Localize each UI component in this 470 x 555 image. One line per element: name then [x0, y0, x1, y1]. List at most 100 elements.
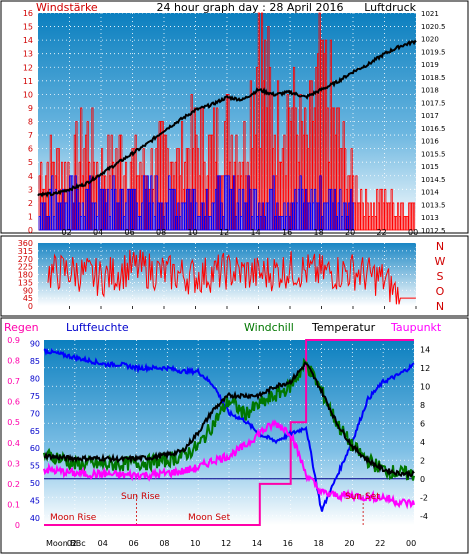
temperature-axis: 14 12 10 8 6 4 2 0 -2 -4	[420, 345, 430, 521]
wind-avg-bar	[294, 188, 297, 231]
pressure-tick-label: 1013.5	[421, 201, 446, 209]
top-x-tick-label: 04	[93, 228, 103, 237]
pressure-tick-label: 1013	[421, 214, 439, 222]
wind-avg-bar	[310, 188, 313, 231]
humidity-tick-label: 55	[30, 462, 40, 471]
compass-label: O	[436, 285, 445, 298]
pressure-tick-label: 1020.5	[421, 23, 446, 31]
wind-avg-bar	[349, 188, 353, 231]
top-x-tick-label: 18	[314, 228, 324, 237]
wind-avg-bar	[272, 175, 275, 231]
temperature-line	[43, 361, 415, 480]
wind-tick-label: 7	[28, 131, 33, 140]
bottom-x-tick-label: 00	[406, 539, 416, 548]
wind-avg-bar	[285, 215, 288, 231]
wind-avg-bar	[42, 202, 45, 231]
wind-avg-bar	[191, 188, 194, 231]
rain-tick-label: 0.1	[7, 500, 20, 509]
wind-avg-bar	[259, 215, 263, 231]
wind-avg-bar	[304, 188, 308, 231]
wind-avg-bar	[173, 188, 176, 231]
wind-tick-label: 3	[28, 185, 33, 194]
rain-tick-label: 0.6	[7, 398, 20, 407]
bottom-x-tick-label: Moon BBc	[46, 539, 86, 548]
wind-tick-label: 16	[23, 9, 33, 18]
wind-tick-label: 14	[23, 36, 33, 45]
rain-label: Regen	[4, 321, 39, 334]
wind-avg-bar	[351, 202, 355, 231]
wind-avg-bar	[308, 202, 311, 231]
wind-avg-bar	[249, 188, 252, 231]
rain-tick-label: 0.3	[7, 459, 20, 468]
bottom-x-tick-label: 06	[129, 539, 139, 548]
wind-avg-bar	[216, 175, 219, 231]
wind-avg-bar	[209, 215, 212, 231]
wind-avg-bar	[312, 202, 315, 231]
wind-avg-bar	[306, 202, 310, 231]
wind-avg-bar	[135, 202, 138, 231]
wind-avg-bar	[211, 202, 214, 231]
wind-avg-bar	[258, 202, 261, 231]
wind-tick-label: 0	[28, 226, 33, 235]
temperature-tick-label: 8	[420, 401, 425, 410]
direction-tick-label: 45	[23, 294, 33, 303]
wind-avg-bar	[342, 202, 346, 231]
wind-avg-bar	[261, 202, 265, 231]
wind-tick-label: 10	[23, 90, 33, 99]
top-x-tick-label: 20	[345, 228, 355, 237]
wind-tick-label: 2	[28, 199, 33, 208]
direction-tick-label: 180	[18, 271, 33, 280]
moon-rise-label: Moon Rise	[50, 513, 97, 523]
humidity-tick-label: 85	[30, 357, 40, 366]
rain-tick-label: 0.8	[7, 357, 20, 366]
top-x-tick-label: 06	[125, 228, 135, 237]
humidity-axis: 90 85 80 75 70 65 60 55 50 45 40	[30, 339, 40, 523]
wind-tick-label: 4	[28, 172, 33, 181]
wind-avg-bar	[250, 215, 254, 231]
rain-tick-label: 0.4	[7, 439, 20, 448]
bottom-x-tick-label: 12	[221, 539, 231, 548]
wind-avg-bar	[333, 188, 337, 231]
direction-tick-label: 270	[18, 255, 33, 264]
wind-avg-bar	[160, 202, 164, 231]
dewpoint-label: Taupunkt	[390, 321, 442, 334]
top-x-tick-label: 14	[251, 228, 261, 237]
wind-avg-bar	[317, 202, 320, 231]
wind-avg-bar	[324, 202, 328, 231]
wind-avg-bar	[238, 188, 241, 231]
humidity-label: Luftfeuchte	[66, 321, 129, 334]
pressure-tick-label: 1017.5	[421, 99, 446, 107]
compass-label: W	[435, 255, 446, 268]
wind-avg-bar	[220, 202, 223, 231]
wind-avg-bar	[153, 215, 156, 231]
sun-set-label: Sun Set	[345, 492, 380, 502]
wind-avg-bar	[348, 202, 351, 231]
wind-avg-bar	[142, 175, 146, 231]
wind-tick-label: 5	[28, 158, 33, 167]
wind-avg-bar	[331, 202, 335, 231]
top-x-tick-label: 10	[188, 228, 198, 237]
wind-avg-bar	[290, 202, 293, 231]
wind-avg-bar	[270, 188, 274, 231]
wind-avg-bar	[151, 202, 155, 231]
rain-tick-label: 0.5	[7, 418, 20, 427]
wind-avg-bar	[205, 188, 209, 231]
temperature-tick-label: 4	[420, 438, 425, 447]
temperature-label: Temperatur	[311, 321, 376, 334]
wind-avg-bar	[202, 202, 205, 231]
humidity-tick-label: 65	[30, 427, 40, 436]
wind-avg-bar	[263, 215, 266, 231]
windchill-line	[43, 357, 415, 481]
bottom-x-tick-label: 08	[159, 539, 169, 548]
wind-avg-bar	[313, 188, 317, 231]
wind-avg-bar	[321, 215, 324, 231]
wind-avg-bar	[286, 202, 290, 231]
wind-avg-bar	[162, 215, 165, 231]
wind-avg-bar	[328, 188, 331, 231]
wind-avg-bar	[139, 215, 142, 231]
temperature-tick-label: 6	[420, 419, 425, 428]
wind-avg-bar	[265, 202, 268, 231]
wind-avg-bar	[267, 202, 270, 231]
bottom-x-tick-label: 14	[252, 539, 262, 548]
top-x-tick-label: 02	[62, 228, 72, 237]
